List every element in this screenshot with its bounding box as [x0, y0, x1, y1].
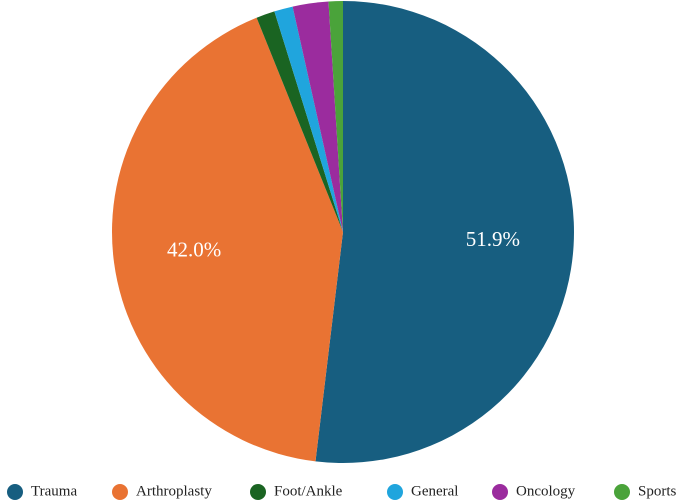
legend-label-oncology: Oncology: [516, 483, 576, 499]
pie-slice-arthroplasty: [111, 17, 344, 462]
legend: Trauma Arthroplasty Foot/Ankle General Oncol…: [7, 483, 677, 500]
pie-slice-general: [274, 6, 343, 232]
legend-marker-foot-ankle: [250, 484, 266, 500]
pie-data-labels: 51.9% 42.0%: [167, 227, 520, 262]
legend-marker-oncology: [492, 484, 508, 500]
legend-marker-sports: [614, 484, 630, 500]
data-label-trauma: 51.9%: [466, 227, 520, 251]
pie-slice-trauma: [315, 1, 574, 463]
legend-label-foot-ankle: Foot/Ankle: [274, 483, 343, 499]
data-label-arthroplasty: 42.0%: [167, 238, 221, 262]
legend-label-trauma: Trauma: [31, 483, 77, 499]
legend-marker-general: [387, 484, 403, 500]
pie-slice-foot-ankle: [256, 11, 343, 233]
legend-marker-trauma: [7, 484, 23, 500]
pie-slices: [111, 1, 574, 463]
legend-marker-arthroplasty: [112, 484, 128, 500]
pie-slice-oncology: [292, 1, 343, 232]
legend-label-arthroplasty: Arthroplasty: [136, 483, 212, 499]
pie-slice-sports: [328, 1, 343, 232]
legend-label-general: General: [411, 483, 458, 499]
legend-label-sports: Sports: [638, 483, 677, 499]
